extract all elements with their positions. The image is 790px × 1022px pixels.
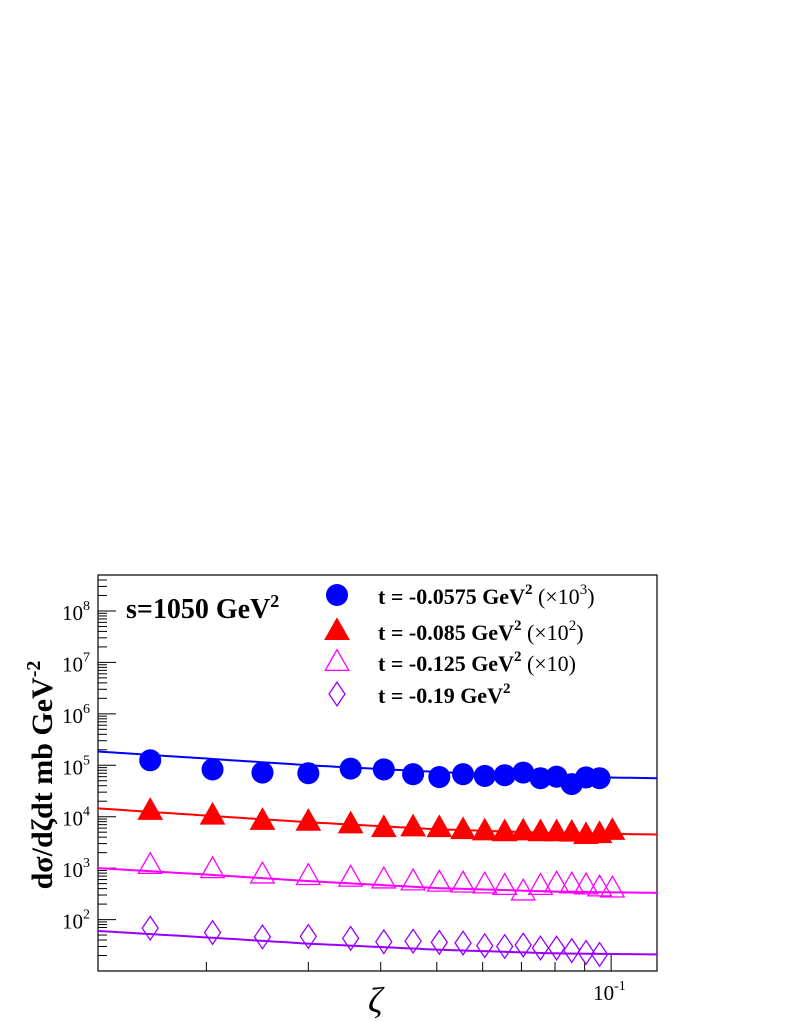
data-point — [473, 764, 496, 787]
data-points — [137, 749, 626, 968]
data-point — [402, 763, 425, 786]
data-point — [471, 870, 498, 894]
series-2-points — [137, 797, 626, 845]
data-point — [491, 872, 518, 895]
data-point — [339, 757, 362, 780]
data-point — [400, 813, 426, 837]
legend-entry: t = -0.085 GeV2 (×102) — [378, 618, 584, 645]
data-point — [139, 749, 162, 772]
legend: t = -0.0575 GeV2 (×103) t = -0.085 GeV2 (… — [324, 582, 595, 708]
x-axis-label: ζ — [368, 980, 385, 1020]
data-point — [337, 810, 364, 834]
data-point — [137, 851, 164, 875]
y-tick-label: 106 — [62, 702, 90, 728]
data-point — [562, 937, 581, 964]
data-point — [372, 758, 395, 781]
legend-entry: t = -0.125 GeV2 (×10) — [378, 649, 576, 676]
data-point — [475, 932, 494, 959]
data-point — [454, 930, 472, 956]
y-tick-label: 107 — [62, 650, 90, 676]
axis-ticks — [98, 574, 612, 972]
data-point — [599, 874, 626, 898]
data-point — [251, 761, 274, 784]
data-point — [370, 865, 397, 889]
legend-marker — [328, 681, 346, 707]
data-point — [491, 818, 518, 842]
data-point — [493, 764, 516, 787]
data-point — [199, 801, 226, 825]
data-point — [527, 818, 554, 842]
data-point — [400, 867, 426, 891]
data-point — [295, 862, 322, 886]
data-point — [199, 855, 226, 879]
data-point — [428, 766, 451, 789]
data-point — [529, 767, 552, 790]
data-point — [430, 929, 449, 956]
data-point — [588, 767, 611, 790]
data-point — [249, 807, 276, 830]
data-point — [547, 935, 566, 961]
data-point — [337, 864, 364, 887]
data-point — [558, 870, 585, 894]
y-tick-label: 102 — [62, 908, 90, 934]
data-point — [137, 797, 164, 820]
y-tick-label: 108 — [62, 599, 90, 625]
data-point — [370, 814, 397, 838]
data-point — [512, 761, 535, 784]
data-point — [295, 807, 322, 831]
data-point — [341, 925, 360, 952]
data-point — [471, 817, 498, 841]
data-point — [299, 923, 318, 950]
data-point — [531, 935, 550, 961]
data-point — [203, 919, 222, 946]
legend-entry: t = -0.0575 GeV2 (×103) — [378, 582, 595, 609]
data-point — [510, 817, 537, 841]
data-point — [426, 814, 453, 838]
data-point — [558, 818, 585, 842]
legend-entry: t = -0.19 GeV2 — [378, 681, 510, 708]
data-point — [577, 939, 595, 966]
data-point — [510, 877, 537, 901]
data-point — [514, 932, 532, 958]
data-point — [426, 869, 453, 892]
y-axis-label: dσ/dζdt mb GeV-2 — [23, 661, 59, 890]
series-3-points — [137, 851, 626, 901]
y-tick-label: 103 — [62, 856, 90, 882]
y-tick-label: 105 — [62, 753, 90, 779]
data-point — [141, 915, 159, 942]
y-tick-labels: 102 103 104 105 106 107 108 — [62, 599, 90, 934]
data-point — [586, 873, 613, 897]
data-point — [375, 928, 393, 955]
data-point — [201, 758, 224, 781]
model-curve-3 — [97, 867, 658, 894]
data-point — [495, 933, 514, 960]
model-curve-4 — [97, 930, 657, 956]
y-tick-label: 104 — [62, 805, 90, 831]
data-point — [573, 871, 599, 895]
data-point — [527, 872, 554, 895]
data-point — [543, 869, 570, 893]
energy-annotation: s=1050 GeV2 — [126, 591, 279, 625]
series-4-points — [141, 915, 609, 968]
legend-marker — [324, 617, 350, 641]
data-point — [297, 762, 320, 785]
data-point — [599, 817, 626, 840]
x-tick-labels: 10-1 — [593, 979, 626, 1005]
data-point — [590, 941, 609, 968]
series-1-points — [139, 749, 611, 796]
data-point — [404, 928, 422, 955]
data-point — [249, 860, 276, 884]
data-point — [450, 869, 476, 893]
legend-marker — [325, 583, 349, 607]
data-point — [253, 923, 272, 950]
x-tick-label: 10-1 — [593, 979, 626, 1005]
data-point — [452, 763, 475, 786]
data-point — [450, 816, 476, 840]
legend-marker — [324, 648, 350, 672]
